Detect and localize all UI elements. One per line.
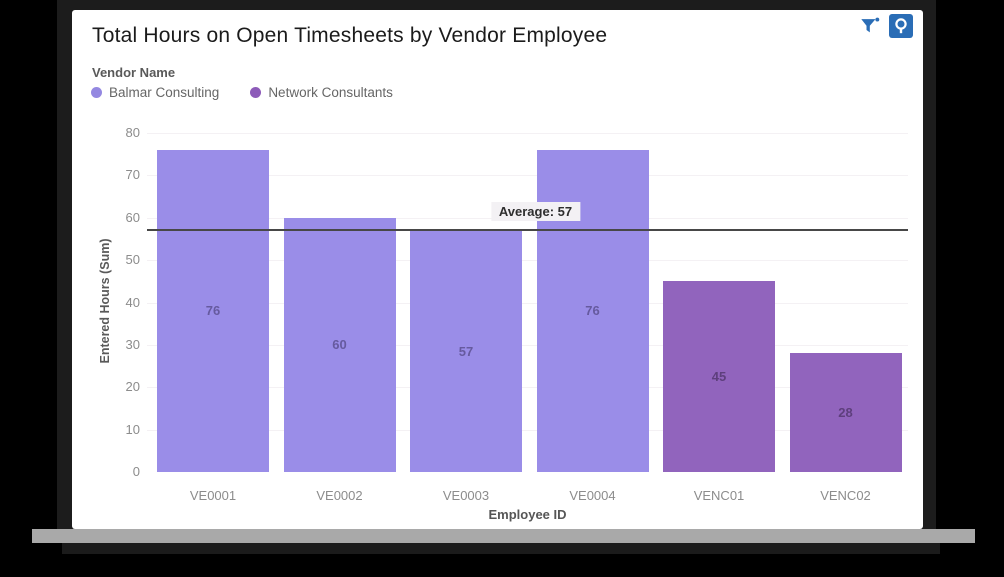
legend-swatch-network [250,87,262,98]
x-tick-label-VE0002: VE0002 [316,488,363,503]
average-line-label: Average: 57 [490,202,581,222]
bar-VE0002[interactable]: 60 [283,217,396,472]
legend-label-balmar: Balmar Consulting [109,85,220,100]
legend-swatch-balmar [91,87,102,98]
screen-base [32,529,975,543]
y-tick-label-70: 70 [125,167,140,183]
bar-VENC01[interactable]: 45 [663,281,775,472]
legend: Balmar Consulting Network Consultants [91,85,393,100]
legend-item-network-consultants[interactable]: Network Consultants [250,85,393,100]
y-tick-label-10: 10 [125,421,140,437]
explore-glyph [889,14,913,38]
gridline-40 [147,302,908,304]
gridline-50 [147,260,908,262]
funnel-glyph [861,17,880,33]
bar-VE0003[interactable]: 57 [410,230,522,472]
x-tick-label-VE0001: VE0001 [189,488,237,503]
chart-title: Total Hours on Open Timesheets by Vendor… [92,24,608,47]
gridline-80 [147,133,908,134]
bar-value-label-VE0002: 60 [332,337,347,353]
gridline-20 [147,387,908,389]
y-tick-label-0: 0 [132,464,140,479]
y-axis-title: Entered Hours (Sum) [98,238,112,364]
bar-value-label-VENC02: 28 [838,405,853,421]
x-tick-label-VENC02: VENC02 [820,488,871,503]
chart-toolbar [858,14,913,38]
bar-value-label-VE0003: 57 [458,343,474,359]
plot-area: 76 60 57 76 45 28 Average: 57 [147,133,908,472]
bar-value-label-VENC01: 45 [711,369,727,385]
bar-value-label-VE0004: 76 [585,303,600,319]
legend-item-balmar-consulting[interactable]: Balmar Consulting [91,85,219,100]
legend-title: Vendor Name [92,65,176,80]
gridline-70 [147,175,908,177]
legend-label-network: Network Consultants [268,85,393,100]
x-tick-label-VE0003: VE0003 [442,488,490,503]
chart-card: Total Hours on Open Timesheets by Vendor… [72,10,923,529]
bar-VENC02[interactable]: 28 [789,353,902,472]
x-tick-label-VE0004: VE0004 [569,488,616,503]
bar-VE0001[interactable]: 76 [157,149,269,472]
x-axis-title: Employee ID [488,507,567,522]
filter-icon[interactable] [858,14,882,38]
y-tick-label-20: 20 [125,379,140,395]
y-tick-label-80: 80 [125,125,140,140]
gridline-30 [147,344,908,346]
explore-data-icon[interactable] [889,14,913,38]
screen-base-shadow [62,543,940,554]
gridline-10 [147,429,908,431]
bar-VE0004[interactable]: 76 [536,149,649,472]
x-tick-label-VENC01: VENC01 [693,488,745,503]
bar-value-label-VE0001: 76 [205,303,221,319]
average-line [147,229,908,232]
